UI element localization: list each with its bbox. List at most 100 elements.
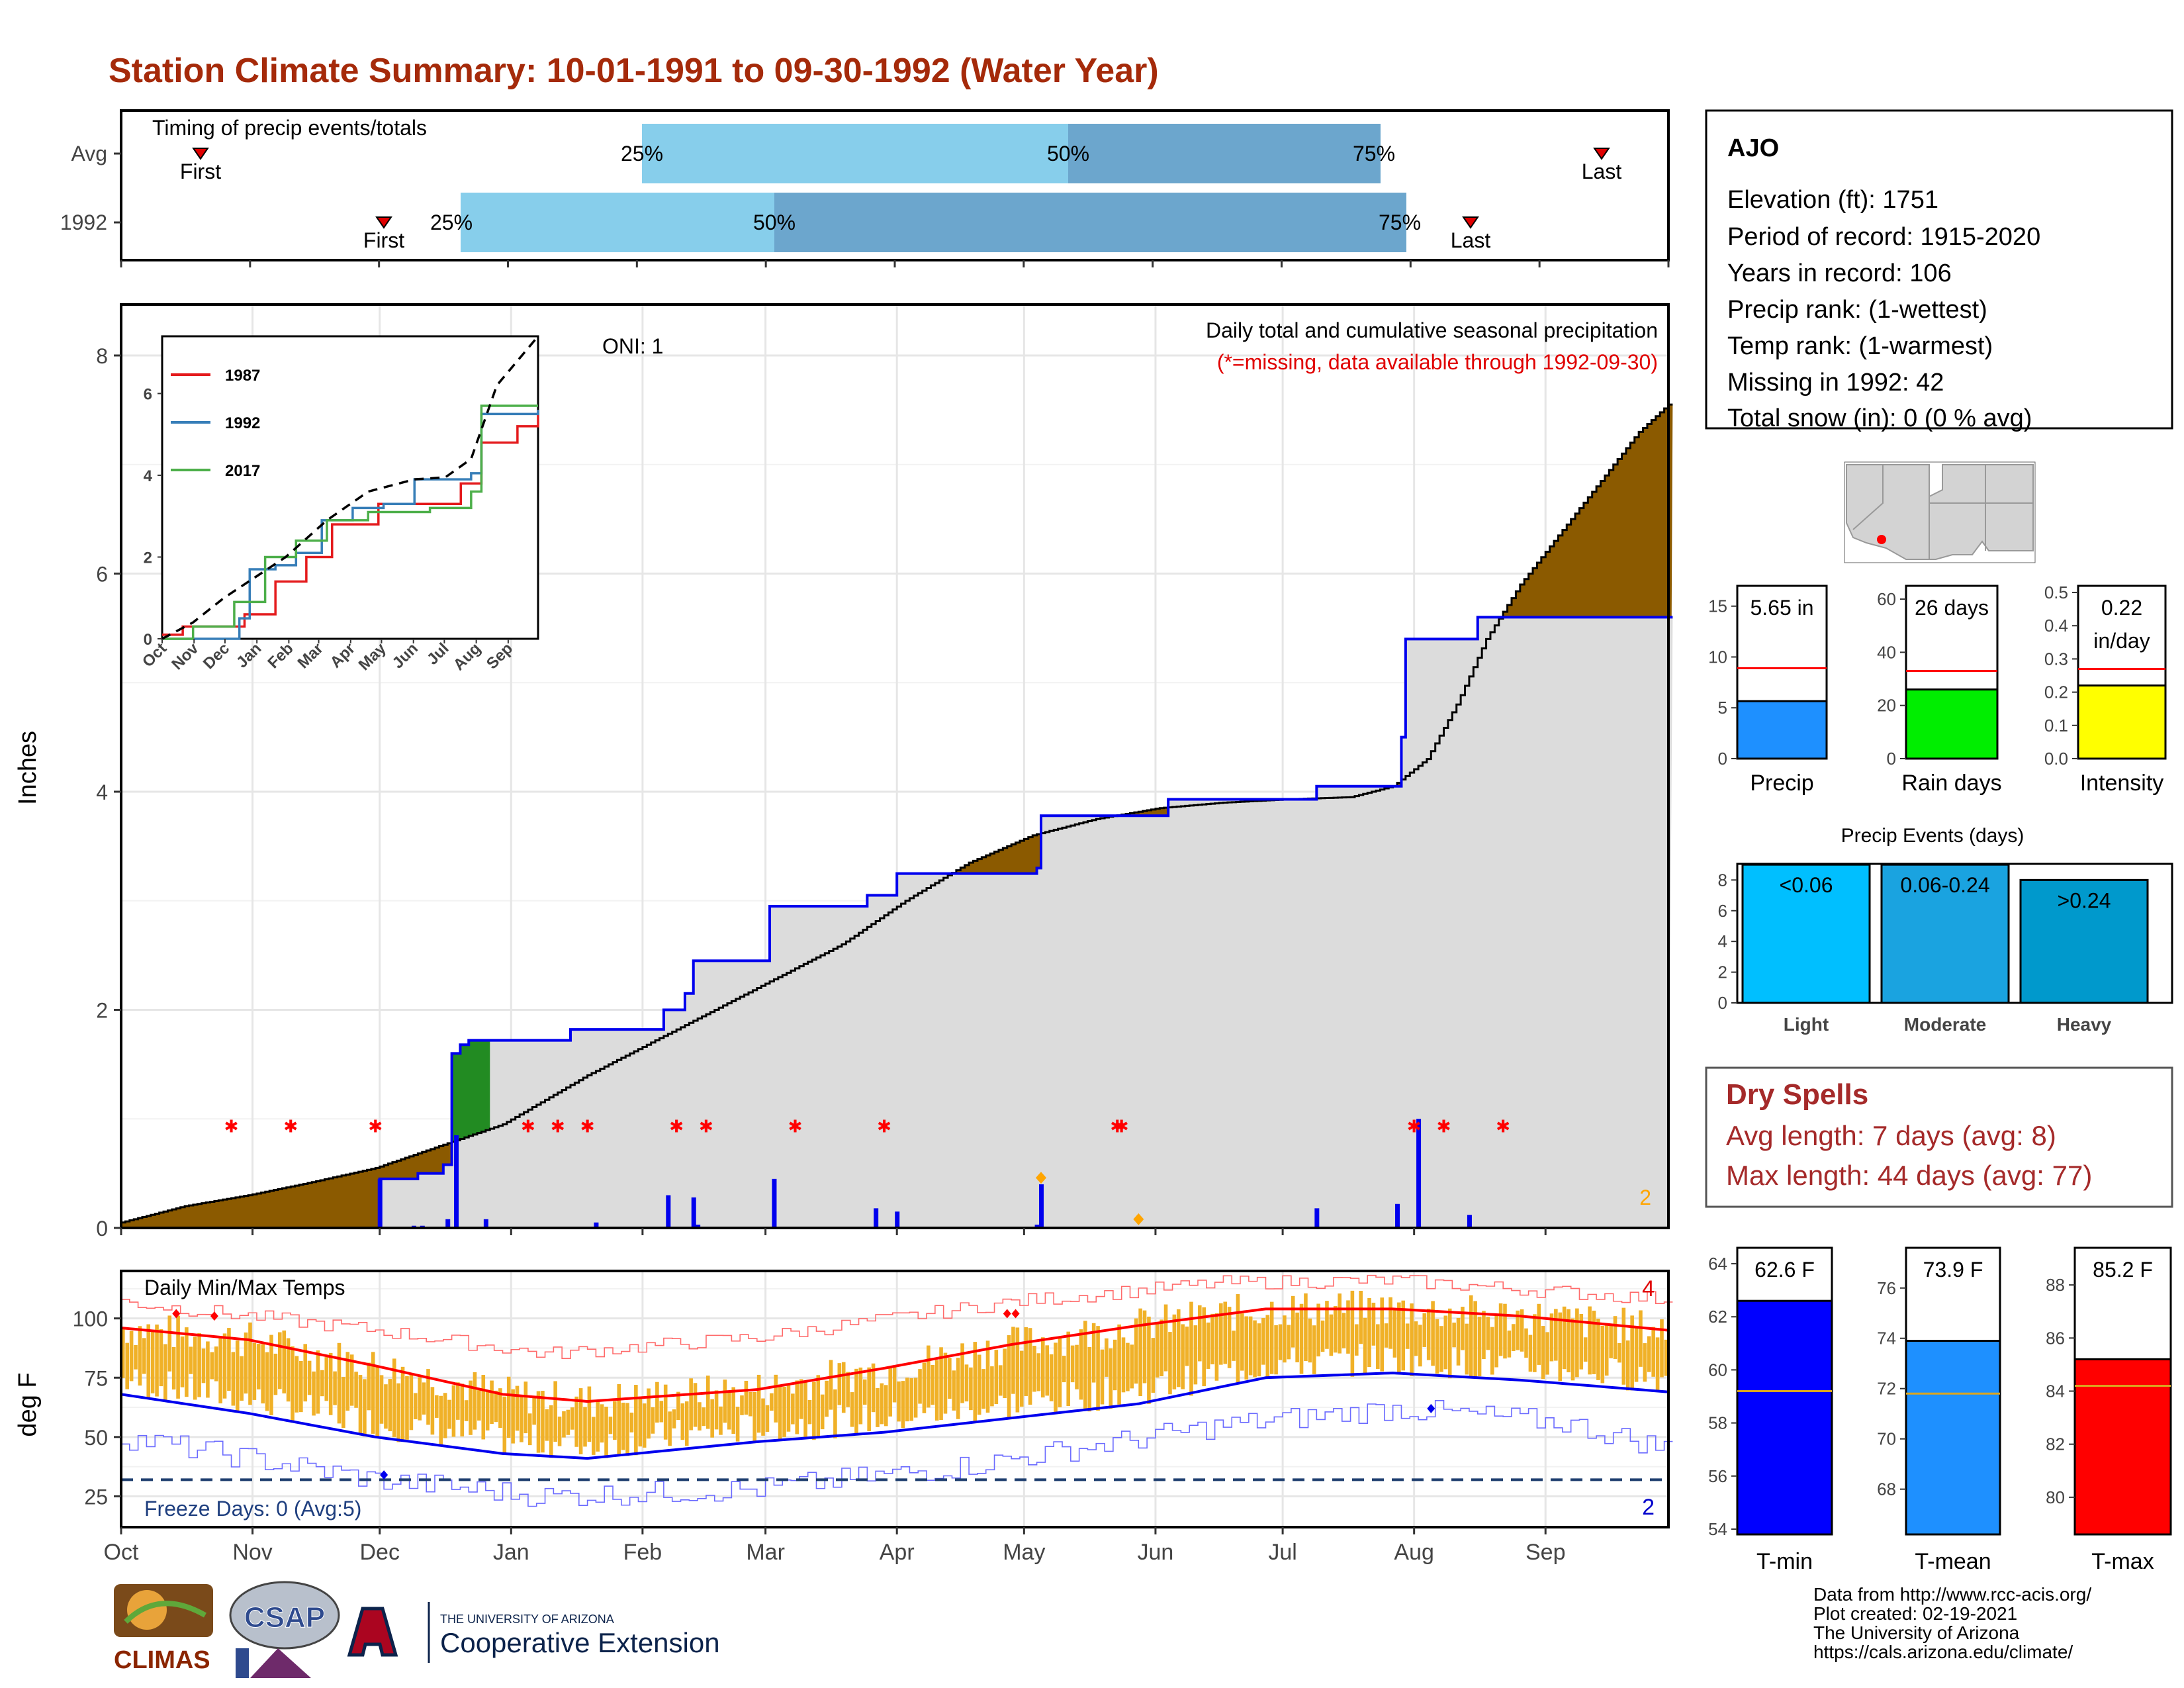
daily-temp-bar (1447, 1308, 1452, 1379)
precip-y-label: Inches (14, 731, 42, 805)
missing-day-marker: ✱ (551, 1116, 565, 1136)
daily-temp-bar (125, 1342, 130, 1389)
daily-temp-bar (1325, 1301, 1329, 1349)
daily-temp-bar (740, 1395, 744, 1415)
temp-bar-label: T-mean (1915, 1549, 1991, 1574)
month-label: Aug (1394, 1540, 1434, 1565)
pct-label-75: 75% (1353, 142, 1395, 165)
daily-temp-bar (1109, 1348, 1113, 1409)
daily-temp-bar (1439, 1326, 1443, 1372)
daily-temp-bar (142, 1338, 146, 1374)
daily-precip-bar (1314, 1208, 1320, 1228)
missing-day-marker: ✱ (580, 1116, 595, 1136)
daily-precip-bar (483, 1219, 488, 1228)
quartile-bar-upper (1068, 124, 1381, 183)
daily-temp-bar (316, 1350, 320, 1414)
record-high-marker (1011, 1309, 1020, 1319)
missing-day-marker: ✱ (521, 1116, 535, 1136)
daily-temp-bar (1163, 1304, 1168, 1372)
daily-temp-bar (307, 1360, 312, 1395)
daily-temp-bar (1168, 1332, 1172, 1395)
missing-day-marker: ✱ (1407, 1116, 1422, 1136)
daily-temp-bar (464, 1400, 469, 1421)
station-precip-rank: Precip rank: (1-wettest) (1727, 296, 1987, 324)
events-title: Precip Events (days) (1841, 825, 2025, 847)
station-frame (1705, 109, 2173, 430)
daily-temp-bar (1639, 1310, 1643, 1367)
daily-temp-bar (1477, 1317, 1482, 1377)
daily-temp-bar (812, 1382, 816, 1440)
temp-bar (2073, 1358, 2172, 1536)
daily-temp-bar (634, 1385, 638, 1456)
daily-temp-bar (600, 1404, 604, 1443)
daily-temp-bar (354, 1372, 358, 1408)
event-bar-label: 0.06-0.24 (1900, 873, 1989, 897)
inset-y-tick-label: 4 (144, 467, 153, 485)
daily-temp-bar (1541, 1326, 1545, 1380)
daily-precip-bar (691, 1197, 696, 1228)
daily-temp-bar (422, 1382, 426, 1415)
daily-temp-bar (520, 1395, 523, 1442)
daily-temp-bar (578, 1388, 583, 1455)
missing-day-marker: ✱ (1437, 1116, 1451, 1136)
month-label: Jan (493, 1540, 529, 1565)
dry-spells-max: Max length: 44 days (avg: 77) (1726, 1160, 2092, 1191)
station-temp-rank: Temp rank: (1-warmest) (1727, 332, 1993, 360)
daily-temp-bar (1049, 1354, 1054, 1401)
daily-temp-bar (1588, 1306, 1592, 1375)
inset-legend-label: 1992 (225, 414, 260, 432)
event-bar (1880, 863, 2010, 1004)
daily-temp-bar (1105, 1338, 1109, 1377)
temp-panel-label: Daily Min/Max Temps (144, 1276, 345, 1299)
month-label: Feb (623, 1540, 662, 1565)
quartile-bar-lower (461, 193, 774, 252)
daily-temp-bar (705, 1376, 710, 1429)
daily-precip-bar (1038, 1184, 1044, 1228)
daily-temp-bar (1278, 1324, 1283, 1360)
daily-temp-bar (1604, 1325, 1609, 1376)
daily-temp-bar (655, 1382, 659, 1423)
missing-day-marker: ✱ (1496, 1116, 1510, 1136)
temp-bar-label: T-max (2091, 1549, 2154, 1574)
daily-temp-bar (684, 1401, 689, 1446)
summary-bar-value: 5.65 in (1750, 596, 1813, 620)
daily-temp-bar (349, 1354, 354, 1406)
logos: CLIMAS CSAP THE UNIVERSITY OF ARIZONA Co… (114, 1581, 720, 1678)
daily-temp-bar (1121, 1337, 1126, 1393)
daily-temp-bar (841, 1362, 846, 1413)
inset-y-tick-label: 2 (144, 549, 152, 567)
daily-temp-bar (689, 1378, 693, 1430)
daily-temp-bar (1452, 1322, 1456, 1348)
daily-temp-bar (816, 1375, 821, 1436)
daily-temp-bar (1384, 1323, 1388, 1348)
daily-temp-bar (1461, 1307, 1465, 1350)
first-event-marker (375, 216, 392, 229)
daily-temp-bar (1197, 1305, 1202, 1362)
temp-bar-y-tick-label: 62 (1708, 1307, 1727, 1327)
daily-temp-bar (1558, 1312, 1563, 1382)
daily-temp-bar (206, 1341, 210, 1398)
daily-temp-bar (1045, 1345, 1049, 1396)
daily-temp-bar (1422, 1313, 1427, 1347)
summary-y-tick-label: 0.4 (2044, 616, 2068, 635)
daily-temp-bar (1232, 1331, 1236, 1361)
daily-temp-bar (1227, 1307, 1232, 1368)
daily-temp-bar (1269, 1301, 1274, 1374)
daily-temp-bar (1575, 1308, 1579, 1378)
daily-temp-bar (1291, 1295, 1295, 1348)
daily-temp-bar (413, 1393, 418, 1420)
daily-temp-bar (1418, 1325, 1422, 1367)
daily-temp-bar (1354, 1324, 1359, 1356)
daily-temp-bar (1261, 1318, 1265, 1365)
daily-extreme-marker (1035, 1172, 1046, 1184)
daily-temp-bar (286, 1338, 291, 1402)
record-high-marker (172, 1309, 181, 1319)
daily-temp-bar (1223, 1301, 1228, 1364)
daily-temp-bar (485, 1390, 490, 1430)
daily-temp-bar (913, 1378, 918, 1418)
daily-temp-bar (1371, 1302, 1376, 1346)
daily-temp-bar (791, 1393, 795, 1425)
daily-temp-bar (876, 1387, 880, 1427)
daily-temp-bar (719, 1406, 723, 1435)
daily-temp-bar (952, 1370, 956, 1411)
